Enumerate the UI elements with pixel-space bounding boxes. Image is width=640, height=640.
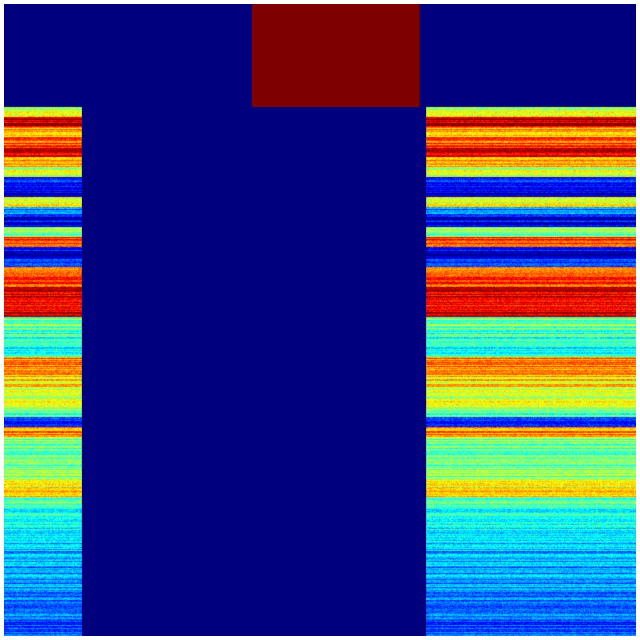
top-red-block (252, 4, 419, 107)
masked-center-column (82, 107, 426, 636)
heatmap-plot (4, 4, 636, 636)
